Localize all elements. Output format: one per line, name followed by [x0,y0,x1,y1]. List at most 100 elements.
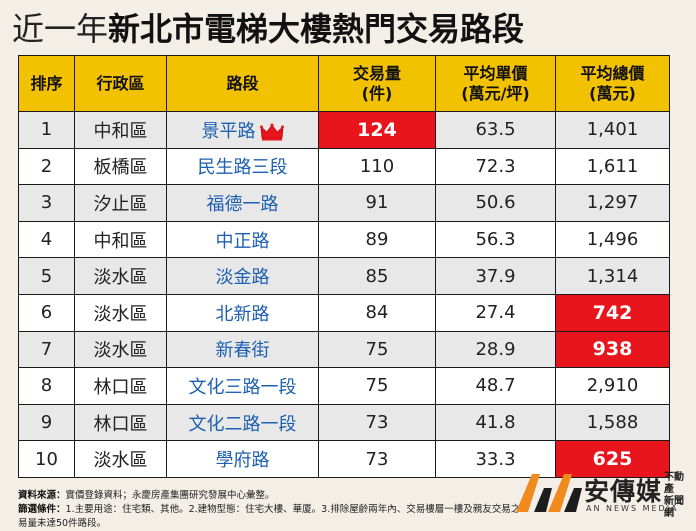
cell-rank: 3 [18,184,75,222]
cell-rank: 7 [18,330,75,369]
cell-volume: 73 [318,403,436,442]
header-unit-price-title: 平均單價 [463,63,528,83]
criteria-label: 篩選條件： [18,504,66,515]
cell-total-price: 742 [555,293,670,332]
header-total-price-unit: (萬元) [589,83,636,103]
cell-district: 淡水區 [74,293,167,332]
header-volume-title: 交易量 [352,63,401,83]
cell-road: 新春街 [166,330,319,369]
cell-total-price: 2,910 [555,367,670,405]
cell-total-price: 938 [555,330,670,369]
cell-volume: 73 [318,440,436,478]
cell-total-price: 1,401 [555,111,670,149]
table-row: 4 中和區 中正路 89 56.3 1,496 [18,220,670,259]
header-road: 路段 [166,55,319,112]
header-unit-price-unit: (萬元/坪) [461,83,530,103]
cell-road: 淡金路 [166,257,319,295]
table-row: 5 淡水區 淡金路 85 37.9 1,314 [18,257,670,295]
header-rank: 排序 [18,55,75,112]
cell-volume: 124 [318,111,436,149]
table-row: 9 林口區 文化二路一段 73 41.8 1,588 [18,403,670,442]
title-main: 新北市電梯大樓熱門交易路段 [108,10,525,48]
logo-name: 安傳媒 [584,477,663,506]
cell-road: 北新路 [166,293,319,332]
ranking-table: 排序 行政區 路段 交易量 (件) 平均單價 (萬元/坪) 平均總價 (萬元) … [18,55,670,478]
criteria-note-continued: 易量未達50件路段。 [18,518,107,529]
crown-icon [259,123,284,141]
media-logo: 安傳媒 不動產 新聞網 AN NEWS MEDIA [514,466,694,522]
cell-volume: 75 [318,330,436,369]
cell-rank: 10 [18,440,75,478]
cell-district: 板橋區 [74,147,167,186]
source-note: 資料來源：實價登錄資料；永慶房產集團研究發展中心彙整。 [18,489,518,503]
header-unit-price: 平均單價 (萬元/坪) [435,55,556,112]
cell-unit-price: 50.6 [435,184,556,222]
cell-volume: 75 [318,367,436,405]
logo-side-line-2: 新聞網 [664,496,684,519]
header-volume-unit: (件) [361,83,393,103]
cell-rank: 8 [18,367,75,405]
cell-road: 福德一路 [166,184,319,222]
header-district: 行政區 [74,55,167,112]
table-row: 6 淡水區 北新路 84 27.4 742 [18,293,670,332]
cell-road: 學府路 [166,440,319,478]
table-row: 1 中和區 景平路 124 63.5 1,401 [18,111,670,149]
cell-volume: 110 [318,147,436,186]
page-title: 近一年 新北市電梯大樓熱門交易路段 [12,4,524,50]
cell-unit-price: 27.4 [435,293,556,332]
cell-unit-price: 28.9 [435,330,556,369]
cell-road: 文化二路一段 [166,403,319,442]
cell-unit-price: 63.5 [435,111,556,149]
cell-district: 淡水區 [74,440,167,478]
cell-unit-price: 48.7 [435,367,556,405]
logo-side-text: 不動產 新聞網 [664,472,690,520]
cell-rank: 5 [18,257,75,295]
road-name: 景平路 [201,120,256,142]
source-label: 資料來源： [18,490,66,501]
table-header-row: 排序 行政區 路段 交易量 (件) 平均單價 (萬元/坪) 平均總價 (萬元) [18,55,670,112]
cell-road: 文化三路一段 [166,367,319,405]
cell-unit-price: 33.3 [435,440,556,478]
table-row: 3 汐止區 福德一路 91 50.6 1,297 [18,184,670,222]
footer-notes: 資料來源：實價登錄資料；永慶房產集團研究發展中心彙整。 篩選條件：1.主要用途：… [18,489,518,531]
cell-rank: 6 [18,293,75,332]
cell-unit-price: 72.3 [435,147,556,186]
cell-total-price: 1,611 [555,147,670,186]
cell-road: 中正路 [166,220,319,259]
header-total-price: 平均總價 (萬元) [555,55,670,112]
table-row: 10 淡水區 學府路 73 33.3 625 [18,440,670,478]
cell-total-price: 1,588 [555,403,670,442]
source-text: 實價登錄資料；永慶房產集團研究發展中心彙整。 [65,490,275,501]
table-row: 7 淡水區 新春街 75 28.9 938 [18,330,670,369]
cell-rank: 2 [18,147,75,186]
cell-rank: 4 [18,220,75,259]
cell-district: 淡水區 [74,257,167,295]
cell-unit-price: 56.3 [435,220,556,259]
table-row: 2 板橋區 民生路三段 110 72.3 1,611 [18,147,670,186]
criteria-note: 篩選條件：1.主要用途：住宅類、其他。2.建物型態：住宅大樓、華廈。3.排除屋齡… [18,503,518,517]
logo-mark-icon [516,474,582,512]
logo-side-line-1: 不動產 [664,472,684,495]
cell-district: 淡水區 [74,330,167,369]
cell-volume: 84 [318,293,436,332]
criteria-text: 1.主要用途：住宅類、其他。2.建物型態：住宅大樓、華廈。3.排除屋齡兩年內、交… [65,504,518,515]
logo-english: AN NEWS MEDIA [586,504,679,513]
cell-district: 林口區 [74,403,167,442]
cell-district: 中和區 [74,220,167,259]
cell-district: 汐止區 [74,184,167,222]
cell-total-price: 1,314 [555,257,670,295]
cell-unit-price: 41.8 [435,403,556,442]
cell-road: 景平路 [166,111,319,149]
cell-district: 林口區 [74,367,167,405]
cell-volume: 91 [318,184,436,222]
cell-total-price: 1,496 [555,220,670,259]
header-volume: 交易量 (件) [318,55,436,112]
cell-unit-price: 37.9 [435,257,556,295]
cell-total-price: 625 [555,440,670,478]
table-row: 8 林口區 文化三路一段 75 48.7 2,910 [18,367,670,405]
cell-rank: 1 [18,111,75,149]
cell-road: 民生路三段 [166,147,319,186]
cell-volume: 85 [318,257,436,295]
title-prefix: 近一年 [12,10,109,48]
cell-volume: 89 [318,220,436,259]
